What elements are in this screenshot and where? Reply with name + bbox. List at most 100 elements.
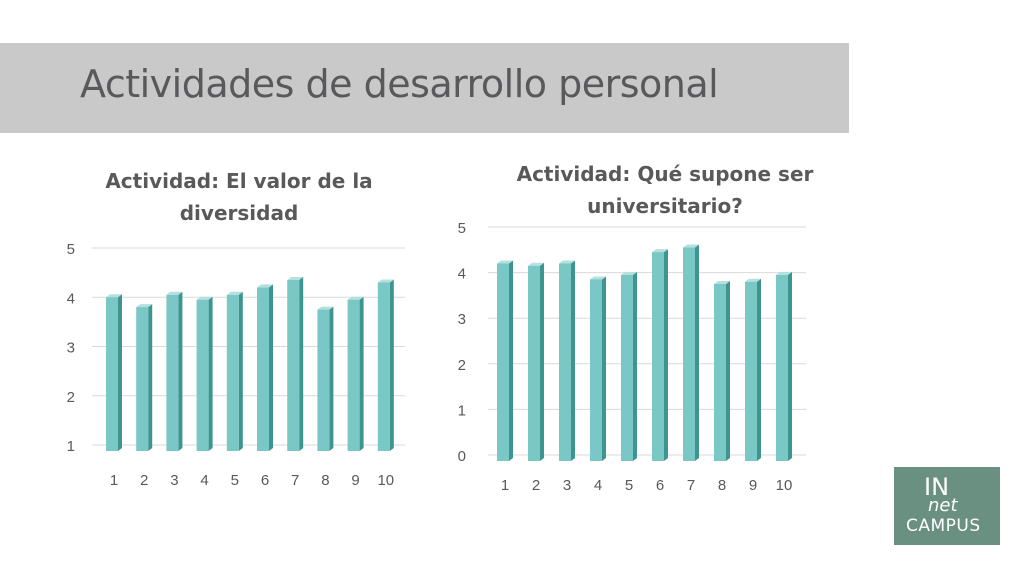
bar-top [652,249,668,253]
bar-top [226,291,243,295]
bar-side [664,249,668,461]
y-tick-label: 1 [458,402,466,419]
bar-side [540,262,544,461]
bar-front [166,294,179,451]
bar-top [714,281,730,284]
bar-front [776,274,788,461]
bar-front [683,247,695,461]
bar [377,279,394,451]
bar-front [714,284,726,461]
bar-side [208,296,213,451]
bar [683,244,699,461]
bar-side [178,291,183,451]
bar [196,296,213,451]
bar-front [528,265,540,461]
bar-front [226,294,239,451]
title-band [0,43,849,133]
bar [714,281,730,461]
x-tick-label: 4 [200,472,208,489]
bar-front [377,282,390,451]
bar-front [196,299,209,451]
bar [166,291,183,451]
bar [776,271,792,461]
bar [347,296,364,451]
bar-top [745,278,761,282]
x-tick-label: 9 [749,477,757,494]
bar-side [695,244,699,461]
bar-front [590,279,602,461]
x-tick-label: 8 [718,477,726,494]
bar-side [602,276,606,461]
x-tick-label: 1 [501,477,509,494]
bar [257,284,273,451]
bar-side [509,260,513,461]
y-tick-label: 4 [67,290,75,307]
bar-front [347,299,360,451]
bar-side [299,277,304,451]
x-tick-label: 2 [532,477,540,494]
bar-top [528,262,544,266]
y-tick-label: 4 [458,266,466,283]
bar [136,304,153,451]
bar-front [136,307,149,451]
bar-side [148,304,153,451]
bar [559,260,575,461]
bar-front [621,274,633,461]
bar-top [559,260,575,264]
bar [590,276,606,461]
bar-side [788,271,792,461]
bar [106,294,122,451]
chart-2-title: Actividad: Qué supone ser universitario? [516,162,814,218]
bar-front [257,287,269,451]
bar-top [776,271,792,275]
x-tick-label: 10 [776,477,793,494]
x-tick-label: 3 [563,477,571,494]
bar-top [621,271,637,275]
bar [287,277,304,451]
bar-side [269,284,273,451]
chart-1-title: Actividad: El valor de la diversidad [105,169,373,225]
logo-line-campus: CAMPUS [906,516,981,536]
bar-side [757,278,761,461]
x-tick-label: 2 [140,472,148,489]
bar-front [106,297,118,451]
bar [621,271,637,461]
innet-campus-logo: IN net CAMPUS [894,467,1000,545]
x-tick-label: 5 [231,472,239,489]
x-tick-label: 8 [321,472,329,489]
bar-top [683,244,699,248]
y-tick-label: 3 [67,340,75,357]
bar-front [559,263,571,461]
bar-front [652,252,664,461]
bar-top [590,276,606,280]
x-tick-label: 10 [377,472,394,489]
y-tick-label: 1 [67,438,75,455]
bar-front [497,263,509,461]
y-tick-label: 5 [458,220,466,237]
bar [652,249,668,461]
y-tick-label: 2 [458,357,466,374]
bar-top [497,260,513,264]
x-tick-label: 3 [170,472,178,489]
bar-side [329,306,334,451]
logo-line-net: net [928,495,958,516]
bar-top [166,291,183,295]
bar-top [196,296,213,300]
bar-front [745,281,757,461]
bar-side [359,296,364,451]
bar-top [287,277,304,281]
bar-top [377,279,394,283]
bar-top [347,296,364,300]
bar-front [287,280,300,451]
x-tick-label: 9 [351,472,359,489]
bar [528,262,544,461]
bar-side [571,260,575,461]
bar-top [257,284,273,288]
y-tick-label: 0 [458,448,466,465]
bar [745,278,761,461]
bar-side [238,291,243,451]
y-tick-label: 2 [67,389,75,406]
x-tick-label: 1 [110,472,118,489]
